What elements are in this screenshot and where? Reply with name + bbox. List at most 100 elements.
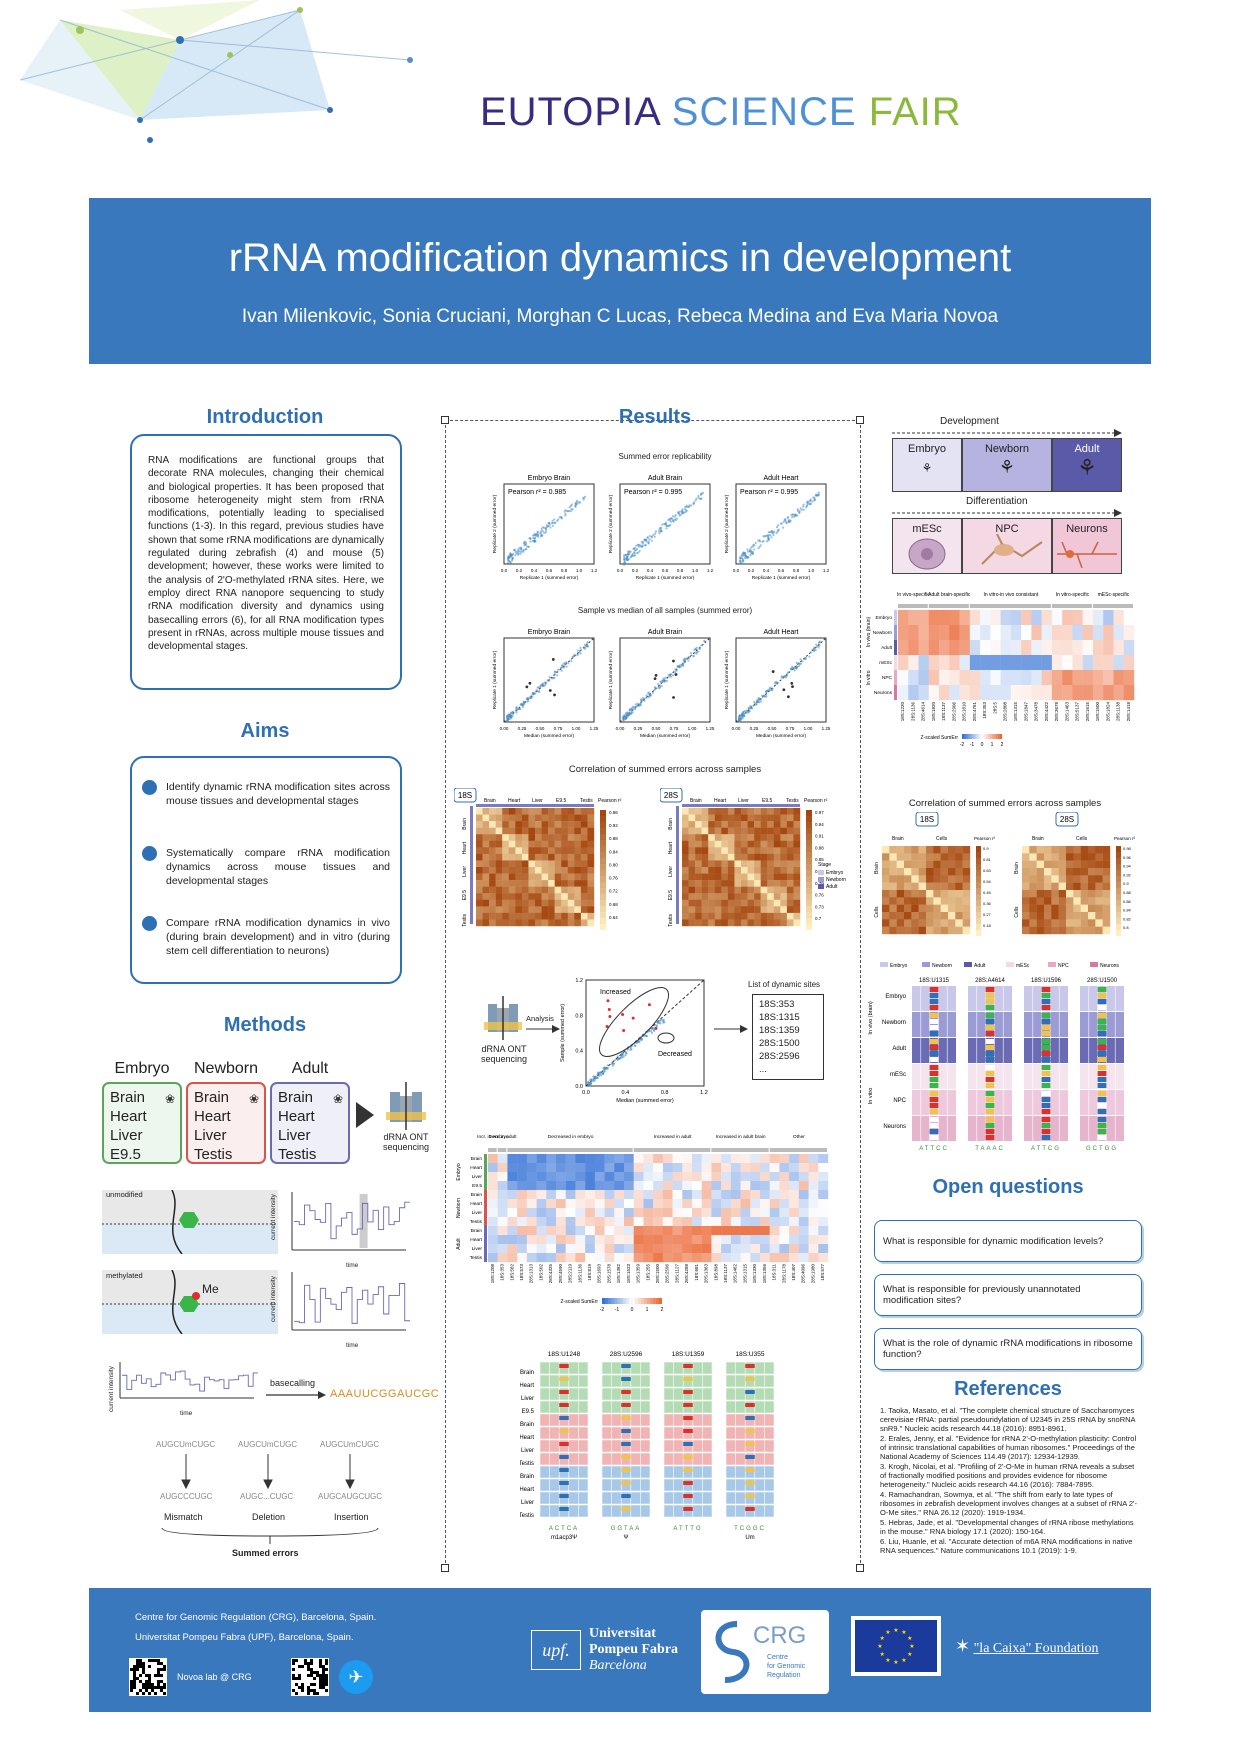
row-label: Brain bbox=[471, 1156, 483, 1162]
heatmap-cell bbox=[1010, 670, 1022, 686]
heatmap-cell bbox=[489, 880, 496, 887]
data-point bbox=[542, 682, 545, 685]
group-label: In vitro-in vivo consistant bbox=[983, 592, 1038, 598]
heatmap-cell bbox=[911, 868, 919, 876]
modification-mark bbox=[1041, 1123, 1051, 1128]
heatmap-cell bbox=[594, 1190, 605, 1200]
legend-swatch bbox=[1090, 962, 1098, 967]
modification-mark bbox=[929, 1077, 939, 1082]
qr-module bbox=[160, 1674, 163, 1677]
qr-module bbox=[301, 1683, 304, 1686]
heatmap-cell bbox=[497, 1163, 508, 1173]
heatmap-cell bbox=[548, 880, 555, 887]
column-label: 28S:4288 bbox=[684, 1264, 689, 1284]
heatmap-cell bbox=[780, 873, 788, 881]
modification-mark bbox=[559, 1468, 569, 1472]
heatmap-cell bbox=[786, 912, 794, 920]
data-point bbox=[664, 523, 667, 526]
modification-mark bbox=[683, 1481, 693, 1485]
network-graphic bbox=[19, 0, 413, 143]
identity-line bbox=[735, 637, 827, 723]
heatmap-cell bbox=[521, 847, 529, 855]
heatmap-cell bbox=[730, 1172, 741, 1182]
data-point bbox=[669, 675, 673, 678]
heatmap-cell bbox=[1021, 640, 1032, 656]
heatmap-cell bbox=[476, 808, 483, 815]
heatmap-cell bbox=[1044, 846, 1052, 854]
heatmap-cell bbox=[1058, 890, 1067, 898]
data-point bbox=[652, 533, 655, 537]
colorbar-cell bbox=[982, 734, 984, 739]
heatmap-cell bbox=[1123, 610, 1135, 626]
panel-frame bbox=[585, 979, 705, 1087]
heatmap-cell bbox=[889, 882, 897, 891]
heatmap-cell bbox=[585, 1208, 596, 1218]
heatmap-cell bbox=[780, 912, 788, 920]
heatmap-cell bbox=[1095, 912, 1103, 920]
heatmap-cell bbox=[587, 827, 595, 835]
colorbar-cell bbox=[806, 834, 812, 840]
heatmap-cell bbox=[1058, 926, 1067, 935]
heatmap-cell bbox=[1051, 919, 1059, 927]
data-point bbox=[788, 520, 791, 524]
heatmap-cell bbox=[489, 919, 496, 927]
colorbar-cell bbox=[806, 810, 812, 816]
heatmap-cell bbox=[911, 926, 919, 935]
heatmap-cell bbox=[495, 899, 503, 907]
data-point bbox=[697, 494, 700, 498]
heatmap-cell bbox=[767, 899, 774, 907]
panel-frame bbox=[735, 637, 827, 723]
heatmap-cell bbox=[643, 1226, 654, 1236]
heatmap-cell bbox=[779, 1172, 790, 1182]
heatmap-cell bbox=[940, 853, 949, 861]
heatmap-cell bbox=[1080, 912, 1089, 920]
heatmap-cell bbox=[476, 821, 483, 828]
heatmap-cell bbox=[682, 1163, 693, 1173]
heatmap-cell bbox=[760, 1208, 770, 1218]
heatmap-cell bbox=[1021, 670, 1032, 686]
colorbar-cell bbox=[656, 1298, 659, 1304]
group-strip bbox=[497, 1148, 507, 1152]
heatmap-cell bbox=[741, 880, 748, 887]
heatmap-cell bbox=[535, 821, 542, 828]
heatmap-cell bbox=[786, 814, 794, 822]
heatmap-cell bbox=[1103, 655, 1114, 671]
tick-label: 0.0 bbox=[582, 1090, 590, 1096]
data-point bbox=[596, 1076, 599, 1080]
heatmap-cell bbox=[1080, 926, 1089, 935]
data-point bbox=[671, 515, 675, 518]
heatmap-cell bbox=[980, 670, 991, 686]
column-label: 18S:353 bbox=[982, 702, 987, 719]
heatmap-cell bbox=[798, 1190, 809, 1200]
heatmap-cell bbox=[1088, 846, 1096, 854]
heatmap-cell bbox=[488, 1253, 498, 1263]
data-point bbox=[685, 509, 688, 513]
group-strip bbox=[507, 1148, 633, 1152]
colorbar-cell bbox=[600, 858, 606, 864]
stage-label: Newborn bbox=[984, 443, 1030, 455]
modification-mark bbox=[929, 999, 939, 1004]
heatmap-cell bbox=[1041, 625, 1053, 641]
data-point bbox=[817, 494, 820, 497]
data-point bbox=[811, 500, 814, 503]
heatmap-cell bbox=[541, 827, 549, 835]
row-label: E9.5 bbox=[462, 890, 468, 901]
aim-text: Systematically compare rRNA modification… bbox=[166, 847, 390, 887]
heatmap-cell bbox=[614, 1226, 625, 1236]
heatmap-cell bbox=[928, 655, 940, 671]
colorbar-tick: 1 bbox=[991, 742, 994, 748]
heatmap-cell bbox=[1066, 890, 1074, 898]
heatmap-cell bbox=[918, 882, 927, 891]
colorbar-cell bbox=[986, 734, 988, 739]
introduction-title: Introduction bbox=[206, 406, 324, 428]
fair-title-3: FAIR bbox=[868, 90, 962, 134]
heatmap-cell bbox=[1029, 904, 1037, 913]
aim-item: Identify dynamic rRNA modification sites… bbox=[142, 780, 390, 808]
modification-mark bbox=[559, 1494, 569, 1498]
heatmap-cell bbox=[1088, 868, 1096, 876]
twitter-icon[interactable]: ✈ bbox=[339, 1660, 373, 1694]
data-point bbox=[654, 532, 657, 535]
heatmap-cell bbox=[695, 880, 702, 887]
data-point bbox=[795, 661, 798, 664]
colorbar-tick: 2 bbox=[661, 1307, 664, 1313]
